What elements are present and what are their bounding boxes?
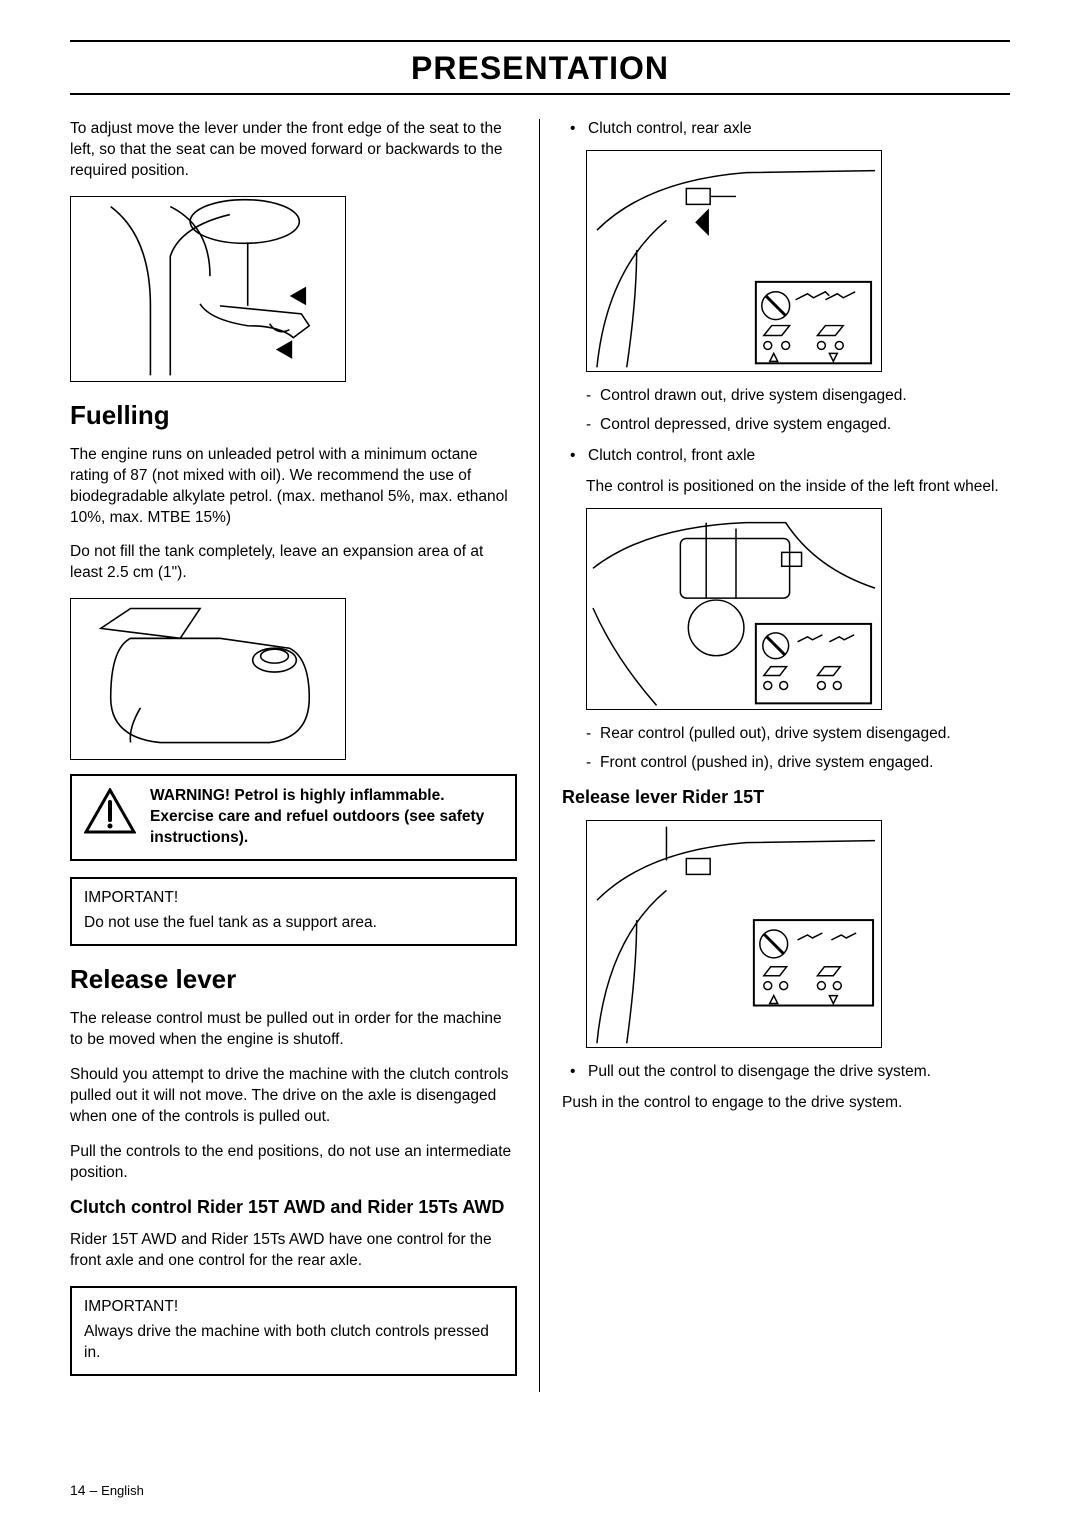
bullet-rear-axle: Clutch control, rear axle [564, 119, 1010, 140]
page-footer: 14 – English [70, 1482, 144, 1498]
clutch-p1: Rider 15T AWD and Rider 15Ts AWD have on… [70, 1230, 517, 1272]
figure-seat-lever [70, 196, 346, 382]
release-p2: Should you attempt to drive the machine … [70, 1065, 517, 1128]
footer-sep: – [86, 1482, 102, 1498]
clutch-awd-heading: Clutch control Rider 15T AWD and Rider 1… [70, 1197, 517, 1218]
figure-rear-axle [586, 150, 882, 372]
release-p3: Pull the controls to the end positions, … [70, 1142, 517, 1184]
bullet-front-axle: Clutch control, front axle [564, 446, 1010, 467]
dash-front-engaged: Front control (pushed in), drive system … [586, 753, 1010, 774]
release-p1: The release control must be pulled out i… [70, 1009, 517, 1051]
figure-fuel-tank [70, 598, 346, 760]
left-column: To adjust move the lever under the front… [70, 119, 540, 1392]
warning-box: WARNING! Petrol is highly inflammable. E… [70, 774, 517, 861]
important-label-2: IMPORTANT! [84, 1298, 503, 1316]
fuelling-heading: Fuelling [70, 400, 517, 431]
front-axle-subtext: The control is positioned on the inside … [562, 477, 1010, 498]
right-column: Clutch control, rear axle [540, 119, 1010, 1392]
push-in-text: Push in the control to engage to the dri… [562, 1093, 1010, 1114]
seat-adjust-text: To adjust move the lever under the front… [70, 119, 517, 182]
important-box-clutch: IMPORTANT! Always drive the machine with… [70, 1286, 517, 1376]
figure-release-15t [586, 820, 882, 1048]
dash-rear-engaged: Control depressed, drive system engaged. [586, 415, 1010, 436]
page-title: PRESENTATION [70, 50, 1010, 87]
fuelling-p2: Do not fill the tank completely, leave a… [70, 542, 517, 584]
footer-language: English [101, 1483, 144, 1498]
important-box-fuel: IMPORTANT! Do not use the fuel tank as a… [70, 877, 517, 946]
fuelling-p1: The engine runs on unleaded petrol with … [70, 445, 517, 529]
dash-rear-disengaged: Control drawn out, drive system disengag… [586, 386, 1010, 407]
dash-front-disengaged: Rear control (pulled out), drive system … [586, 724, 1010, 745]
figure-front-axle [586, 508, 882, 710]
important-text: Do not use the fuel tank as a support ar… [84, 913, 503, 934]
release-lever-heading: Release lever [70, 964, 517, 995]
content-columns: To adjust move the lever under the front… [70, 119, 1010, 1392]
important-text-2: Always drive the machine with both clutc… [84, 1322, 503, 1364]
bullet-pull-out: Pull out the control to disengage the dr… [564, 1062, 1010, 1083]
important-label: IMPORTANT! [84, 889, 503, 907]
footer-page-number: 14 [70, 1482, 86, 1498]
release-15t-heading: Release lever Rider 15T [562, 787, 1010, 808]
warning-triangle-icon [84, 788, 136, 839]
warning-text: WARNING! Petrol is highly inflammable. E… [150, 786, 503, 849]
